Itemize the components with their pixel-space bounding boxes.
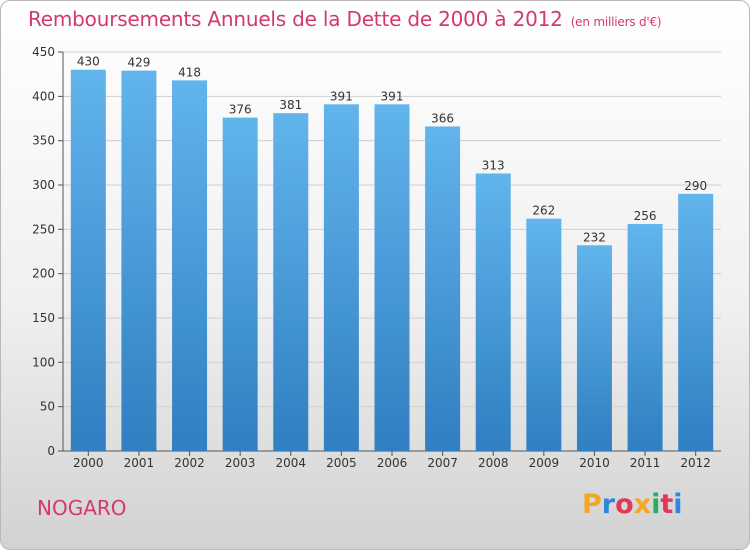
chart-title: Remboursements Annuels de la Dette de 20… [28, 7, 662, 31]
x-tick-label: 2011 [630, 456, 661, 470]
data-label: 430 [77, 55, 100, 69]
logo-letter: r [601, 489, 616, 520]
bar-2005 [323, 104, 359, 452]
x-tick-label: 2012 [680, 456, 711, 470]
bar-2000 [70, 69, 106, 451]
x-tick-label: 2003 [225, 456, 256, 470]
data-label: 429 [127, 56, 150, 70]
data-label: 262 [532, 204, 555, 218]
chart-title-text: Remboursements Annuels de la Dette de 20… [28, 7, 563, 31]
data-label: 391 [381, 89, 404, 103]
x-tick-label: 2010 [579, 456, 610, 470]
y-tick-label: 200 [32, 267, 55, 281]
y-tick-label: 150 [32, 311, 55, 325]
proxiti-logo: Proxiti [582, 489, 683, 520]
bar-2006 [374, 104, 410, 452]
x-tick-label: 2007 [427, 456, 458, 470]
x-tick-label: 2001 [124, 456, 155, 470]
y-tick-label: 0 [47, 444, 55, 458]
logo-letter: o [615, 489, 634, 520]
y-tick-labels: 0 50 100 150 200 250 300 350 400 450 [32, 45, 55, 458]
data-label: 418 [178, 65, 201, 79]
bar-2009 [526, 218, 562, 451]
commune-name: NOGARO [37, 496, 127, 520]
data-label: 290 [684, 179, 707, 193]
bar-2012 [678, 193, 714, 451]
y-tick-label: 450 [32, 45, 55, 59]
logo-letter: P [582, 489, 602, 520]
data-label: 256 [634, 209, 657, 223]
x-tick-labels: 2000 2001 2002 2003 2004 2005 2006 2007 2008 2009… [73, 451, 711, 470]
x-tick-label: 2002 [174, 456, 205, 470]
x-tick-label: 2006 [377, 456, 408, 470]
x-tick-label: 2005 [326, 456, 357, 470]
logo-letter: i [651, 489, 661, 520]
data-label: 391 [330, 89, 353, 103]
bar-2008 [475, 173, 511, 451]
x-tick-label: 2000 [73, 456, 104, 470]
bar-2001 [121, 70, 157, 452]
data-label: 232 [583, 230, 606, 244]
logo-letter: i [673, 489, 683, 520]
bars [70, 69, 714, 452]
data-label: 366 [431, 111, 454, 125]
x-tick-label: 2009 [529, 456, 560, 470]
y-tick-label: 300 [32, 178, 55, 192]
x-tick-label: 2004 [275, 456, 306, 470]
data-labels: 430 429 418 376 381 391 391 366 313 262 232 256 290 [77, 55, 707, 245]
logo-letter: t [660, 489, 674, 520]
bar-2007 [425, 126, 461, 451]
y-tick-label: 350 [32, 134, 55, 148]
x-tick-label: 2008 [478, 456, 509, 470]
bar-2003 [222, 117, 258, 451]
y-tick-label: 250 [32, 222, 55, 236]
bar-2011 [627, 224, 663, 451]
bar-2002 [172, 80, 208, 451]
y-tick-label: 100 [32, 355, 55, 369]
chart-unit: (en milliers d'€) [570, 15, 662, 29]
y-tick-label: 400 [32, 89, 55, 103]
bar-2010 [576, 245, 612, 451]
y-tick-label: 50 [40, 400, 55, 414]
logo-letter: x [633, 489, 652, 520]
data-label: 313 [482, 158, 505, 172]
data-label: 376 [229, 103, 252, 117]
data-label: 381 [279, 98, 302, 112]
bar-2004 [273, 113, 309, 452]
